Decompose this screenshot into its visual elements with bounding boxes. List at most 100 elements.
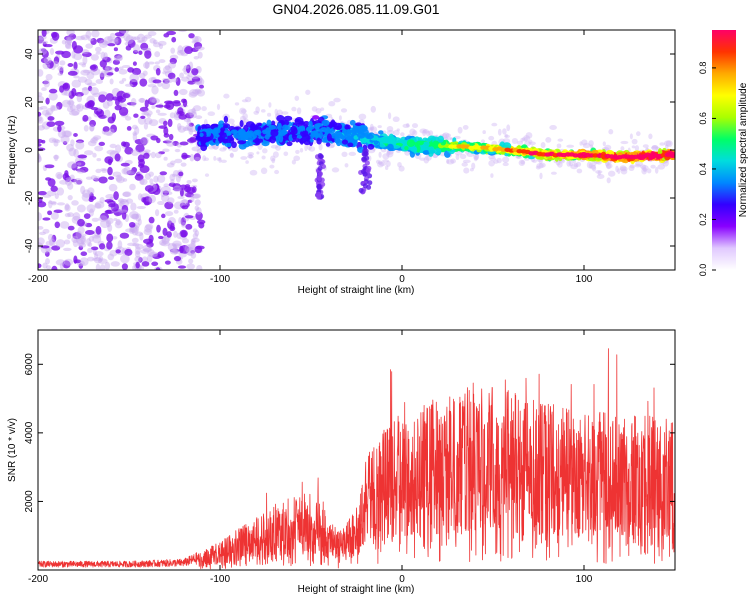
spectrogram-cell bbox=[144, 201, 150, 206]
spectrogram-cell bbox=[269, 135, 277, 144]
spectrogram-cell bbox=[549, 124, 557, 131]
spectrogram-cell bbox=[167, 118, 173, 128]
spectrogram-cell bbox=[89, 208, 94, 217]
spectrogram-cell bbox=[96, 37, 105, 44]
spectrogram-cell bbox=[114, 105, 122, 111]
spectrogram-cell bbox=[189, 111, 198, 119]
spectrogram-cell bbox=[107, 99, 113, 107]
spectrogram-cell bbox=[358, 188, 364, 193]
spectrogram-cell bbox=[419, 128, 428, 134]
spectrogram-cell bbox=[91, 30, 100, 38]
spectrogram-cell bbox=[155, 267, 161, 270]
spectrogram-cell bbox=[240, 156, 248, 160]
spectrogram-cell bbox=[115, 98, 120, 106]
spectrogram-cell bbox=[143, 109, 153, 117]
spectrogram-cell bbox=[306, 126, 312, 131]
spectrogram-cell bbox=[168, 133, 174, 141]
spectrogram-cell bbox=[511, 137, 519, 145]
spectrogram-cell bbox=[83, 213, 91, 219]
spectrogram-cell bbox=[422, 129, 427, 136]
spectrogram-cell bbox=[118, 209, 129, 213]
spectrogram-cell bbox=[94, 202, 102, 209]
spectrogram-cell bbox=[392, 116, 400, 123]
spectrogram-cell bbox=[71, 235, 79, 244]
spectrogram-cell bbox=[360, 169, 366, 175]
spectrogram-cell bbox=[276, 109, 283, 117]
spectrogram-cell bbox=[291, 159, 297, 165]
spectrogram-cell bbox=[318, 143, 323, 151]
spectrogram-cell bbox=[89, 124, 95, 132]
spectrogram-cell bbox=[194, 46, 205, 51]
spectrogram-cell bbox=[122, 191, 131, 197]
spectrogram-cell bbox=[140, 248, 150, 254]
spectrogram-cell bbox=[422, 145, 431, 150]
spectrogram-cell bbox=[107, 35, 113, 42]
spectrogram-cell bbox=[193, 153, 201, 162]
spectrogram-cell bbox=[365, 134, 374, 140]
spectrogram-cell bbox=[109, 128, 115, 134]
spectrogram-cell bbox=[51, 201, 57, 206]
spectrogram-cell bbox=[223, 115, 229, 124]
spectrogram-cell bbox=[253, 129, 260, 136]
spectrogram-cell bbox=[325, 142, 331, 147]
spectrogram-cell bbox=[170, 160, 176, 166]
spectrogram-cell bbox=[164, 64, 171, 71]
spectrogram-cell bbox=[237, 140, 246, 145]
colorbar: 0.0 0.2 0.4 0.6 0.8 Normalized spectral ampl… bbox=[698, 30, 749, 276]
spectrogram-cell bbox=[67, 194, 73, 201]
spectrogram-cell bbox=[190, 75, 200, 79]
spectrogram-cell bbox=[168, 217, 176, 226]
spectrogram-cell bbox=[122, 141, 130, 148]
spectrogram-cell bbox=[139, 178, 148, 186]
spectrogram-cell bbox=[361, 151, 367, 157]
spectrogram-cell bbox=[41, 30, 47, 37]
spectrogram-cell bbox=[71, 40, 77, 50]
spectrogram-cell bbox=[124, 83, 134, 87]
spectrogram-cell bbox=[304, 144, 308, 152]
spectrogram-cell bbox=[184, 244, 192, 253]
spectrogram-cell bbox=[606, 177, 611, 184]
spectrogram-cell bbox=[668, 152, 675, 158]
spectrogram-cell bbox=[152, 42, 162, 48]
spectrogram-cell bbox=[130, 213, 140, 220]
spectrogram-cell bbox=[173, 89, 179, 97]
spectrogram-cell bbox=[646, 168, 652, 174]
spectrogram-cell bbox=[196, 89, 206, 97]
spectrogram-cell bbox=[183, 65, 190, 69]
spectrogram-cell bbox=[412, 130, 418, 136]
spectrogram-cell bbox=[169, 248, 180, 253]
spectrogram-cell bbox=[142, 247, 153, 253]
spectrogram-cell bbox=[177, 265, 187, 269]
spectrogram-cell bbox=[144, 224, 153, 233]
spectrogram-cell bbox=[461, 162, 468, 167]
spectrogram-x-label: Height of straight line (km) bbox=[298, 285, 415, 296]
spectrogram-cell bbox=[73, 255, 78, 264]
spectrogram-cell bbox=[99, 243, 106, 250]
spectrogram-cell bbox=[213, 155, 217, 161]
spectrogram-cell bbox=[190, 250, 196, 254]
spectrogram-cell bbox=[75, 168, 86, 172]
spectrogram-cell bbox=[504, 134, 510, 139]
spectrogram-cell bbox=[73, 178, 83, 185]
spectrogram-cell bbox=[65, 177, 74, 181]
spectrogram-cell bbox=[186, 179, 192, 185]
spectrogram-cell bbox=[497, 128, 502, 136]
spectrogram-cell bbox=[111, 37, 119, 42]
spectrogram-cell bbox=[134, 250, 141, 258]
spectrogram-cell bbox=[158, 235, 164, 240]
spectrogram-cell bbox=[151, 85, 159, 95]
spectrogram-cell bbox=[186, 119, 192, 126]
spectrogram-cell bbox=[56, 202, 66, 206]
spectrogram-cell bbox=[48, 238, 56, 247]
spectrogram-cell bbox=[112, 59, 120, 65]
spectrogram-cell bbox=[53, 154, 60, 160]
spectrogram-cell bbox=[67, 70, 78, 76]
spectrogram-cell bbox=[109, 32, 116, 38]
spectrogram-cell bbox=[66, 106, 74, 113]
spectrogram-cell bbox=[316, 175, 322, 181]
colorbar-tick-label: 0.8 bbox=[698, 62, 708, 75]
spectrogram-cell bbox=[650, 146, 659, 150]
spectrogram-cell bbox=[144, 60, 149, 70]
spectrogram-cell bbox=[180, 230, 187, 238]
spectrogram-cell bbox=[117, 240, 123, 250]
